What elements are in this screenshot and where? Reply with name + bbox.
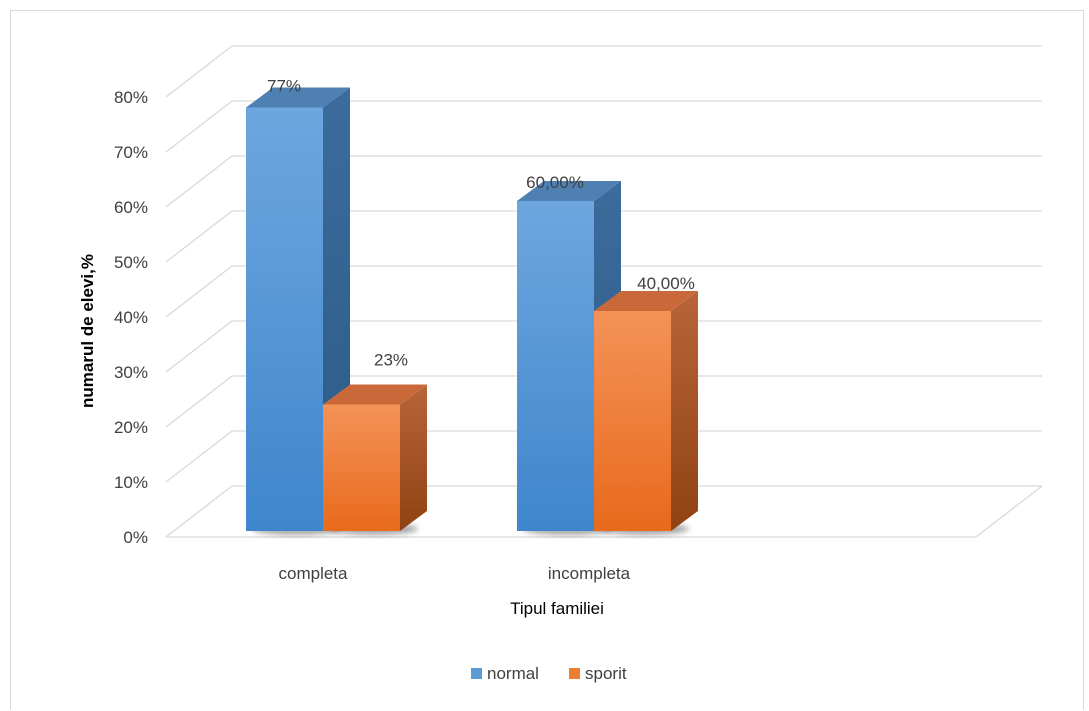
data-label: 60,00% bbox=[526, 173, 584, 192]
y-axis-title: numarul de elevi,% bbox=[78, 254, 97, 408]
data-label: 40,00% bbox=[637, 274, 695, 293]
bar-top-sporit-completa bbox=[323, 384, 427, 405]
bar-chart: 0% 10% 20% 30% 40% 50% 60% 70% 80% 77% 23% 60,00% 4… bbox=[78, 45, 1043, 683]
bar-side-sporit-completa bbox=[400, 384, 427, 531]
x-axis-title: Tipul familiei bbox=[510, 599, 604, 618]
y-tick-label: 80% bbox=[114, 88, 148, 107]
y-tick-label: 70% bbox=[114, 143, 148, 162]
gridline bbox=[165, 430, 1042, 483]
gridline bbox=[165, 485, 1042, 538]
legend-swatch-sporit bbox=[569, 668, 580, 679]
bar-sporit-completa bbox=[323, 404, 400, 531]
bar-normal-incompleta bbox=[517, 201, 594, 531]
gridline bbox=[165, 210, 1042, 263]
bar-top-sporit-incompleta bbox=[594, 291, 698, 311]
gridline bbox=[165, 375, 1042, 428]
bars bbox=[246, 87, 698, 535]
gridline bbox=[165, 155, 1042, 208]
gridline bbox=[165, 100, 1042, 153]
gridlines bbox=[165, 45, 1043, 538]
bar-top-normal-completa bbox=[246, 87, 350, 108]
y-tick-label: 10% bbox=[114, 473, 148, 492]
bar-normal-completa bbox=[246, 107, 323, 531]
legend: normal sporit bbox=[471, 664, 627, 683]
y-tick-label: 60% bbox=[114, 198, 148, 217]
legend-label-normal: normal bbox=[487, 664, 539, 683]
y-tick-label: 50% bbox=[114, 253, 148, 272]
x-category-label: incompleta bbox=[548, 564, 631, 583]
bar-sporit-incompleta bbox=[594, 311, 671, 531]
data-labels: 77% 23% 60,00% 40,00% bbox=[267, 77, 695, 370]
gridline bbox=[165, 45, 1042, 98]
y-tick-label: 20% bbox=[114, 418, 148, 437]
x-axis-categories: completa incompleta bbox=[279, 564, 631, 583]
gridline bbox=[165, 265, 1042, 318]
legend-swatch-normal bbox=[471, 668, 482, 679]
bar-top-normal-incompleta bbox=[517, 181, 621, 201]
bar-side-sporit-incompleta bbox=[671, 291, 698, 531]
y-tick-label: 30% bbox=[114, 363, 148, 382]
y-tick-label: 0% bbox=[123, 528, 148, 547]
y-tick-label: 40% bbox=[114, 308, 148, 327]
data-label: 23% bbox=[374, 351, 408, 370]
x-category-label: completa bbox=[279, 564, 349, 583]
legend-label-sporit: sporit bbox=[585, 664, 627, 683]
gridline bbox=[165, 320, 1042, 373]
y-axis-ticks: 0% 10% 20% 30% 40% 50% 60% 70% 80% bbox=[114, 88, 148, 547]
floor-edge bbox=[975, 485, 1043, 538]
data-label: 77% bbox=[267, 77, 301, 96]
chart-frame: 0% 10% 20% 30% 40% 50% 60% 70% 80% 77% 23% 60,00% 4… bbox=[10, 10, 1084, 710]
